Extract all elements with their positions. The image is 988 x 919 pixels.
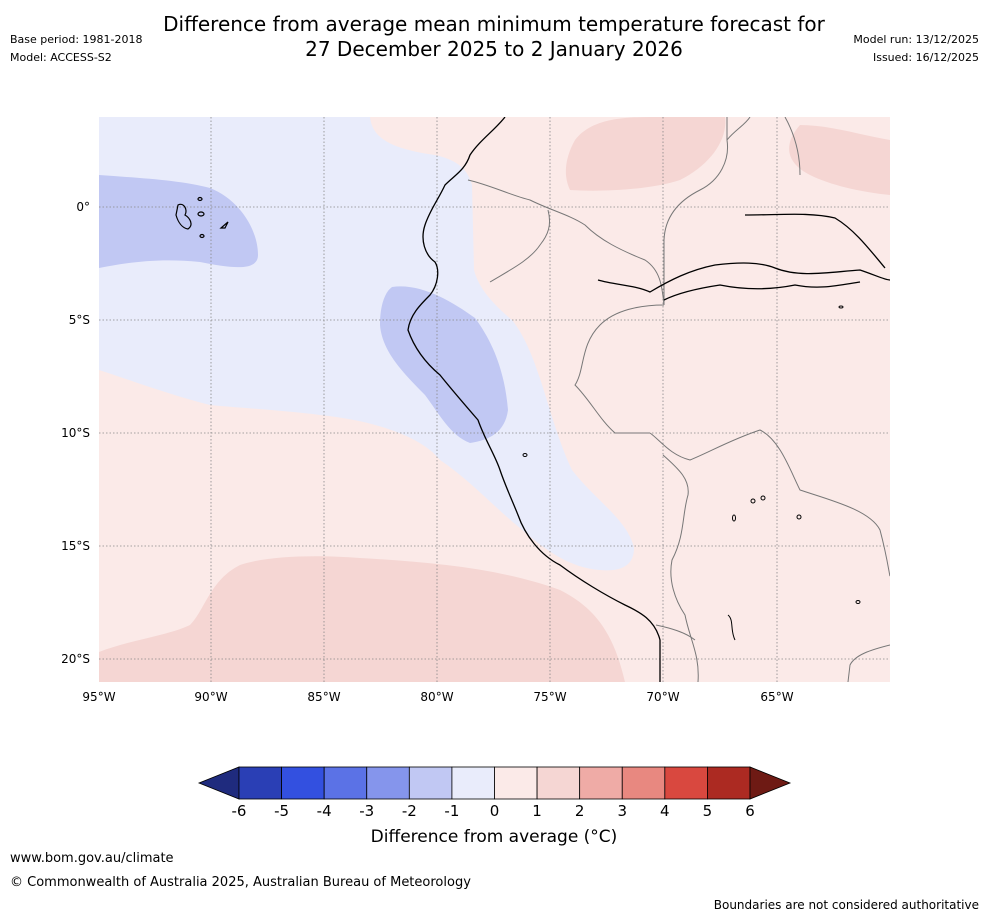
colorbar-swatch bbox=[536, 766, 581, 800]
anomaly-neg2-to-neg1-peru bbox=[380, 286, 508, 443]
colorbar-tick-label: -2 bbox=[402, 802, 417, 820]
anomaly-1-to-2-north bbox=[565, 117, 726, 191]
colorbar-swatch bbox=[238, 766, 282, 800]
lakes bbox=[522, 305, 861, 641]
footer-disclaimer: Boundaries are not considered authoritat… bbox=[713, 898, 979, 912]
lon-label: 90°W bbox=[194, 690, 227, 704]
lat-label: 20°S bbox=[61, 652, 90, 666]
colorbar-swatch bbox=[408, 766, 453, 800]
longitude-labels: 95°W 90°W 85°W 80°W 75°W 70°W 65°W bbox=[82, 690, 793, 704]
lon-label: 70°W bbox=[646, 690, 679, 704]
model-run: Model run: 13/12/2025 bbox=[853, 33, 979, 46]
lon-label: 65°W bbox=[760, 690, 793, 704]
anomaly-1-to-2-south bbox=[99, 556, 625, 682]
colorbar-tick-label: 4 bbox=[660, 802, 670, 820]
colorbar-tick-label: 3 bbox=[617, 802, 627, 820]
colorbar-swatch bbox=[451, 766, 495, 800]
chart-title: Difference from average mean minimum tem… bbox=[0, 12, 988, 62]
colorbar-swatch bbox=[707, 766, 751, 800]
model-name: Model: ACCESS-S2 bbox=[10, 51, 112, 64]
colorbar-tick-label: -6 bbox=[232, 802, 247, 820]
forecast-map: 95°W 90°W 85°W 80°W 75°W 70°W 65°W 0° 5°… bbox=[61, 117, 890, 704]
colorbar-tick-label: 6 bbox=[745, 802, 755, 820]
colorbar-tick-label: -4 bbox=[317, 802, 332, 820]
gridlines bbox=[99, 117, 890, 682]
meta-left: Base period: 1981-2018 Model: ACCESS-S2 bbox=[10, 31, 142, 67]
colorbar-swatch bbox=[366, 766, 410, 800]
colorbar-tick-label: 2 bbox=[575, 802, 585, 820]
issued-date: Issued: 16/12/2025 bbox=[872, 51, 979, 64]
colorbar-swatches bbox=[197, 766, 792, 800]
lon-label: 80°W bbox=[420, 690, 453, 704]
colorbar-swatch bbox=[664, 766, 708, 800]
lat-label: 10°S bbox=[61, 426, 90, 440]
base-period: Base period: 1981-2018 bbox=[10, 33, 143, 46]
title-line-1: Difference from average mean minimum tem… bbox=[163, 12, 825, 36]
colorbar-swatch bbox=[494, 766, 538, 800]
lon-label: 95°W bbox=[82, 690, 115, 704]
colorbar-tick-label: 5 bbox=[703, 802, 713, 820]
colorbar-tick-label: 1 bbox=[532, 802, 542, 820]
footer-copyright: © Commonwealth of Australia 2025, Austra… bbox=[10, 875, 471, 890]
lon-label: 75°W bbox=[533, 690, 566, 704]
title-line-2: 27 December 2025 to 2 January 2026 bbox=[305, 37, 683, 61]
coastline bbox=[407, 117, 890, 682]
colorbar-tick-label: -5 bbox=[274, 802, 289, 820]
latitude-labels: 0° 5°S 10°S 15°S 20°S bbox=[61, 200, 90, 666]
colorbar-label: Difference from average (°C) bbox=[370, 827, 618, 847]
meta-right: Model run: 13/12/2025 Issued: 16/12/2025 bbox=[853, 31, 979, 67]
colorbar-tick-label: 0 bbox=[490, 802, 500, 820]
lat-label: 0° bbox=[76, 200, 90, 214]
colorbar-extend-high bbox=[749, 766, 792, 800]
colorbar-ticks: -6 -5 -4 -3 -2 -1 0 1 2 3 4 5 6 bbox=[232, 802, 755, 820]
galapagos-islands bbox=[175, 196, 229, 239]
lat-label: 15°S bbox=[61, 539, 90, 553]
colorbar-extend-low bbox=[197, 766, 240, 800]
footer-url[interactable]: www.bom.gov.au/climate bbox=[10, 851, 174, 866]
colorbar-swatch bbox=[621, 766, 666, 800]
lon-label: 85°W bbox=[307, 690, 340, 704]
colorbar: -6 -5 -4 -3 -2 -1 0 1 2 3 4 5 6 bbox=[197, 766, 792, 820]
colorbar-tick-label: -3 bbox=[359, 802, 374, 820]
colorbar-swatch bbox=[323, 766, 368, 800]
country-borders bbox=[467, 117, 890, 682]
anomaly-1-to-2-northeast bbox=[789, 125, 890, 195]
colorbar-swatch bbox=[579, 766, 623, 800]
colorbar-tick-label: -1 bbox=[444, 802, 459, 820]
colorbar-swatch bbox=[281, 766, 325, 800]
lat-label: 5°S bbox=[69, 313, 90, 327]
